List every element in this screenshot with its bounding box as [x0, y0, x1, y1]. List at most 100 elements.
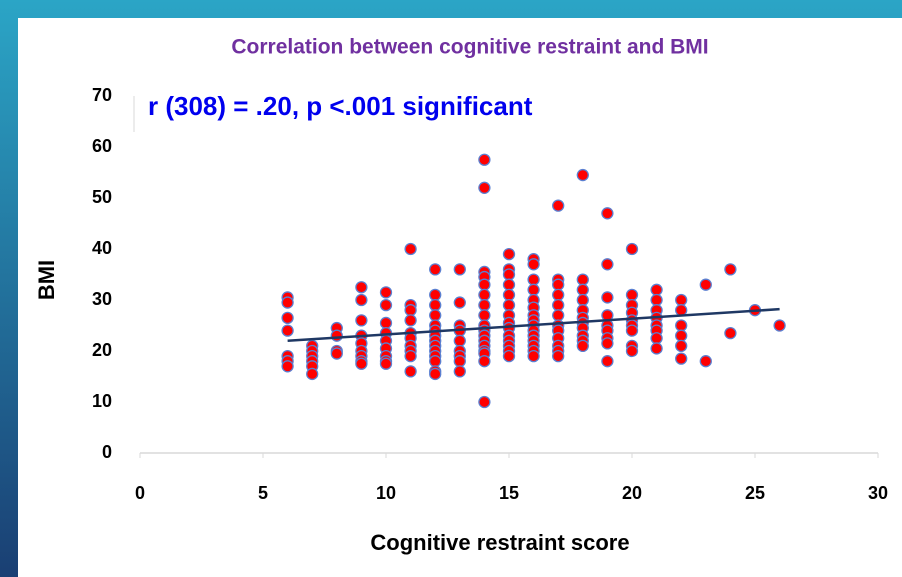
point — [330, 347, 343, 360]
point — [429, 288, 442, 302]
y-axis-title: BMI — [34, 260, 59, 300]
point — [502, 247, 516, 261]
point — [576, 293, 589, 307]
point — [576, 273, 589, 286]
point — [281, 324, 294, 337]
point — [281, 360, 294, 373]
point — [650, 293, 663, 307]
point — [527, 258, 540, 271]
point — [355, 314, 368, 327]
point — [478, 278, 491, 291]
point — [502, 298, 516, 312]
point — [625, 344, 639, 358]
y-tick-label: 20 — [92, 340, 112, 360]
point — [379, 357, 393, 370]
point — [478, 181, 491, 194]
x-tick-label: 10 — [376, 483, 396, 503]
point — [601, 207, 614, 220]
y-tick-label: 40 — [92, 238, 112, 258]
point — [552, 309, 565, 322]
point — [601, 337, 614, 350]
point — [527, 349, 540, 363]
y-tick-label: 0 — [102, 442, 112, 462]
point — [552, 349, 565, 363]
x-tick-label: 25 — [745, 483, 765, 503]
y-tick-label: 30 — [92, 289, 112, 309]
point — [429, 355, 442, 368]
point — [601, 291, 614, 304]
point — [379, 298, 393, 312]
point — [724, 263, 737, 276]
point — [453, 296, 466, 309]
point — [552, 298, 565, 312]
point — [453, 263, 466, 276]
point — [404, 314, 417, 327]
x-tick-label: 20 — [622, 483, 642, 503]
point — [478, 298, 491, 312]
point — [379, 286, 393, 299]
point — [478, 355, 491, 368]
point — [453, 365, 466, 378]
point — [625, 242, 639, 256]
point — [527, 273, 540, 286]
point — [576, 168, 589, 182]
point — [355, 293, 368, 307]
x-axis-title: Cognitive restraint score — [370, 530, 629, 555]
y-tick-label: 10 — [92, 391, 112, 411]
point — [478, 395, 491, 409]
point — [478, 309, 491, 322]
point — [650, 332, 663, 345]
point — [552, 199, 565, 212]
point — [650, 283, 663, 296]
x-tick-label: 15 — [499, 483, 519, 503]
point — [675, 329, 688, 342]
point — [404, 365, 417, 378]
point — [306, 367, 319, 381]
point — [330, 329, 343, 342]
point — [355, 281, 368, 294]
chart-title: Correlation between cognitive restraint … — [231, 36, 708, 59]
point — [478, 153, 491, 166]
point — [502, 288, 516, 302]
point — [478, 288, 491, 302]
point — [404, 349, 417, 363]
point — [699, 278, 712, 291]
point — [453, 334, 466, 347]
point — [675, 319, 688, 332]
point — [404, 304, 417, 317]
point — [502, 349, 516, 363]
point — [429, 309, 442, 322]
point — [625, 324, 639, 337]
point — [552, 278, 565, 291]
point — [650, 342, 663, 355]
point — [724, 326, 737, 340]
y-tick-label: 70 — [92, 85, 112, 105]
x-tick-label: 5 — [258, 483, 268, 503]
point — [675, 293, 688, 307]
point — [527, 283, 540, 296]
point — [576, 339, 589, 353]
point — [601, 258, 614, 271]
point — [699, 355, 712, 368]
y-tick-label: 60 — [92, 136, 112, 156]
point — [429, 263, 442, 276]
point — [429, 298, 442, 312]
point — [379, 316, 393, 330]
point — [502, 278, 516, 291]
point — [675, 352, 688, 365]
point — [675, 339, 688, 353]
point — [552, 288, 565, 302]
point — [429, 367, 442, 381]
point — [404, 242, 417, 256]
point — [355, 357, 368, 370]
point — [576, 283, 589, 296]
y-tick-label: 50 — [92, 187, 112, 207]
point — [601, 355, 614, 368]
trend-line — [287, 307, 780, 343]
point — [625, 288, 639, 302]
point — [281, 296, 294, 309]
point — [281, 311, 294, 325]
x-tick-label: 30 — [868, 483, 888, 503]
point — [773, 319, 786, 332]
